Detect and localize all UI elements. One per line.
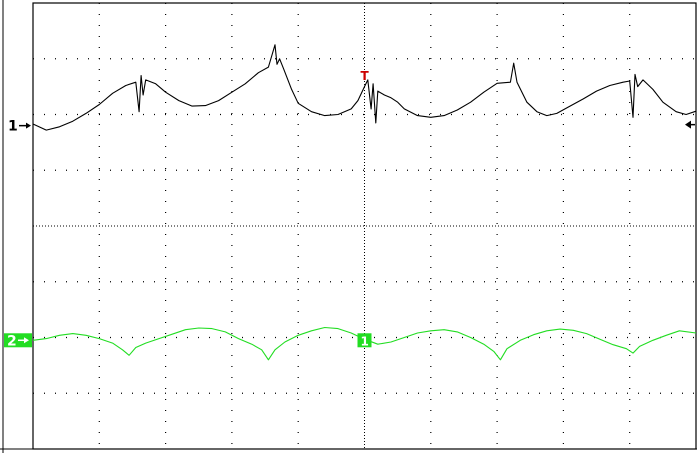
ch1-marker-arrow-icon [26,122,31,129]
ch2-center-marker-label: 1 [361,334,369,348]
trace-ch1 [32,44,697,131]
ch2-marker-label: 2 [7,333,17,349]
markers: 1 2 T 1 [4,69,695,349]
ch1-right-arrow-icon [685,120,691,129]
ch2-center-marker-box [357,333,372,348]
ch1-marker-label: 1 [8,119,18,135]
ch2-marker-arrow-icon [24,337,29,344]
trigger-marker-label: T [361,69,370,83]
grid [33,3,696,449]
